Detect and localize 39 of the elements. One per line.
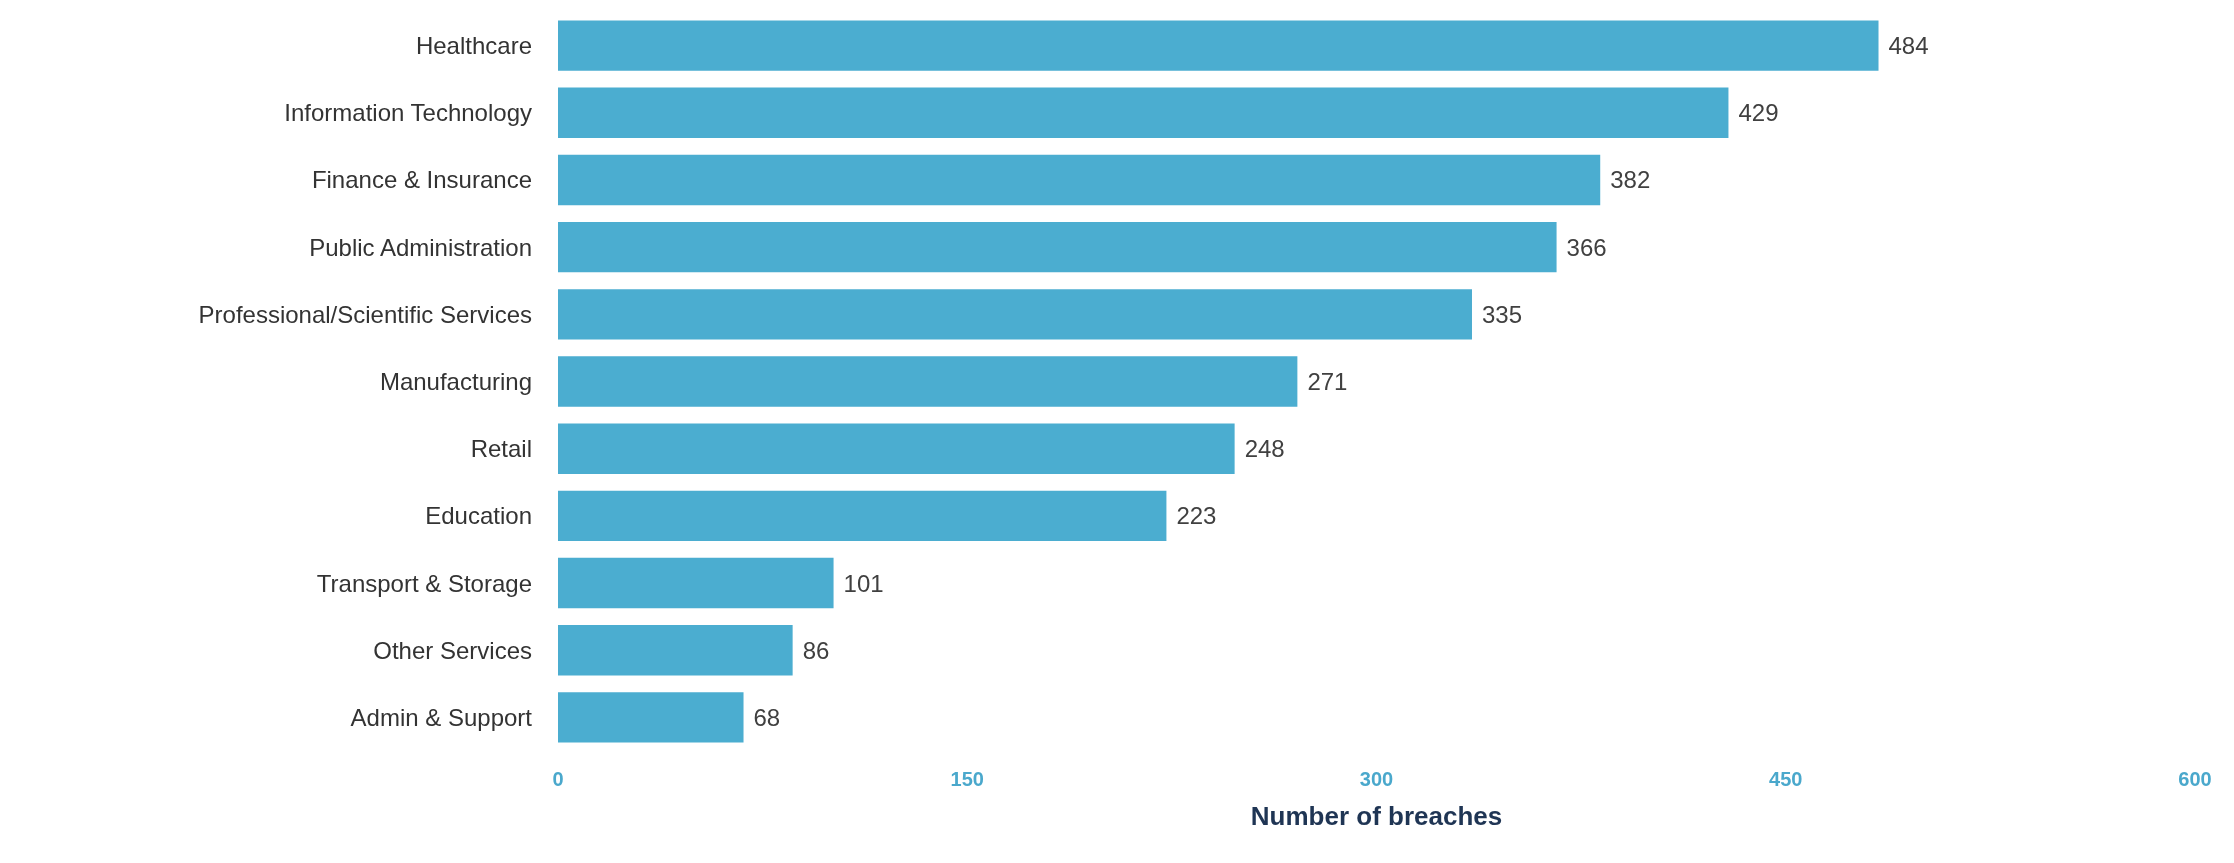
bar <box>558 423 1235 474</box>
x-tick-label: 600 <box>2178 768 2212 790</box>
x-tick-label: 150 <box>950 768 984 790</box>
y-tick-label: Admin & Support <box>350 703 533 731</box>
bar <box>558 557 834 609</box>
bar <box>558 221 1557 273</box>
data-label: 429 <box>1738 99 1779 127</box>
bar <box>558 87 1729 138</box>
y-tick-label: Education <box>425 502 532 530</box>
y-tick-label: Healthcare <box>415 32 532 60</box>
data-label: 86 <box>802 636 830 664</box>
x-tick-label: 450 <box>1769 768 1803 790</box>
bar <box>558 490 1167 542</box>
bar <box>558 154 1601 206</box>
y-tick-label: Professional/Scientific Services <box>198 300 532 328</box>
data-label: 271 <box>1307 368 1348 395</box>
x-tick-label: 300 <box>1359 768 1394 790</box>
x-axis-title: Number of breaches <box>1250 801 1503 831</box>
data-label: 68 <box>753 703 781 731</box>
data-label: 366 <box>1566 233 1607 261</box>
y-tick-label: Finance & Insurance <box>311 166 532 194</box>
data-label: 248 <box>1244 435 1285 463</box>
y-tick-label: Other Services <box>373 636 532 664</box>
bar <box>558 289 1472 340</box>
bar <box>558 625 793 676</box>
data-label: 382 <box>1610 166 1651 194</box>
bar <box>558 20 1879 71</box>
data-label: 484 <box>1888 32 1929 60</box>
y-tick-label: Manufacturing <box>379 368 532 395</box>
data-label: 223 <box>1176 502 1217 530</box>
y-tick-label: Retail <box>470 435 532 463</box>
data-label: 335 <box>1481 300 1523 328</box>
bar <box>558 692 744 743</box>
y-tick-label: Public Administration <box>309 233 532 261</box>
y-tick-label: Transport & Storage <box>316 569 532 597</box>
y-tick-label: Information Technology <box>284 99 532 127</box>
x-tick-label: 0 <box>552 768 564 790</box>
data-label: 101 <box>843 569 884 597</box>
bar <box>558 356 1298 407</box>
